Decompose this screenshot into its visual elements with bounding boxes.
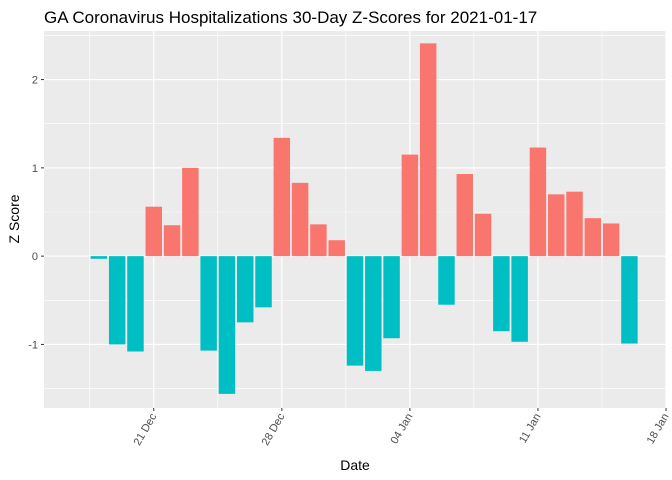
bar — [621, 256, 638, 344]
x-axis-title: Date — [340, 457, 370, 473]
x-tick-label: 11 Jan — [517, 412, 544, 446]
bar — [566, 191, 583, 257]
x-tick-label: 21 Dec — [132, 411, 160, 448]
bar — [273, 137, 291, 257]
chart-title: GA Coronavirus Hospitalizations 30-Day Z… — [44, 8, 537, 27]
bar — [456, 174, 473, 257]
bars — [90, 43, 638, 394]
bar — [602, 223, 620, 257]
x-tick-label: 04 Jan — [389, 412, 416, 447]
bar — [255, 256, 272, 308]
x-tick-label: 18 Jan — [645, 412, 672, 447]
y-tick-label: 2 — [32, 75, 38, 87]
bar — [127, 256, 144, 352]
bar — [237, 256, 254, 323]
y-axis: -1 0 1 2 — [28, 75, 44, 351]
bar — [90, 256, 108, 259]
bar — [182, 167, 199, 257]
bar — [529, 147, 547, 257]
bar — [474, 213, 492, 257]
bar — [419, 43, 437, 257]
bar — [548, 194, 565, 257]
y-tick-label: 0 — [32, 251, 38, 263]
bar — [328, 240, 345, 257]
bar — [346, 256, 364, 366]
bar — [493, 256, 510, 332]
bar — [200, 256, 217, 351]
bar — [438, 256, 455, 305]
bar — [145, 206, 162, 257]
x-axis: 21 Dec 28 Dec 04 Jan 11 Jan 18 Jan — [132, 408, 672, 448]
y-tick-label: -1 — [28, 339, 38, 351]
bar — [511, 256, 528, 342]
bar — [365, 256, 382, 371]
bar — [108, 256, 126, 345]
bar — [163, 225, 181, 257]
y-tick-label: 1 — [32, 163, 38, 175]
bar — [383, 256, 400, 339]
x-tick-label: 28 Dec — [260, 411, 288, 448]
bar — [401, 154, 419, 257]
y-axis-title: Z Score — [6, 194, 22, 243]
bar — [584, 218, 602, 257]
bar — [291, 182, 309, 257]
bar — [310, 224, 327, 257]
bar — [218, 256, 236, 394]
